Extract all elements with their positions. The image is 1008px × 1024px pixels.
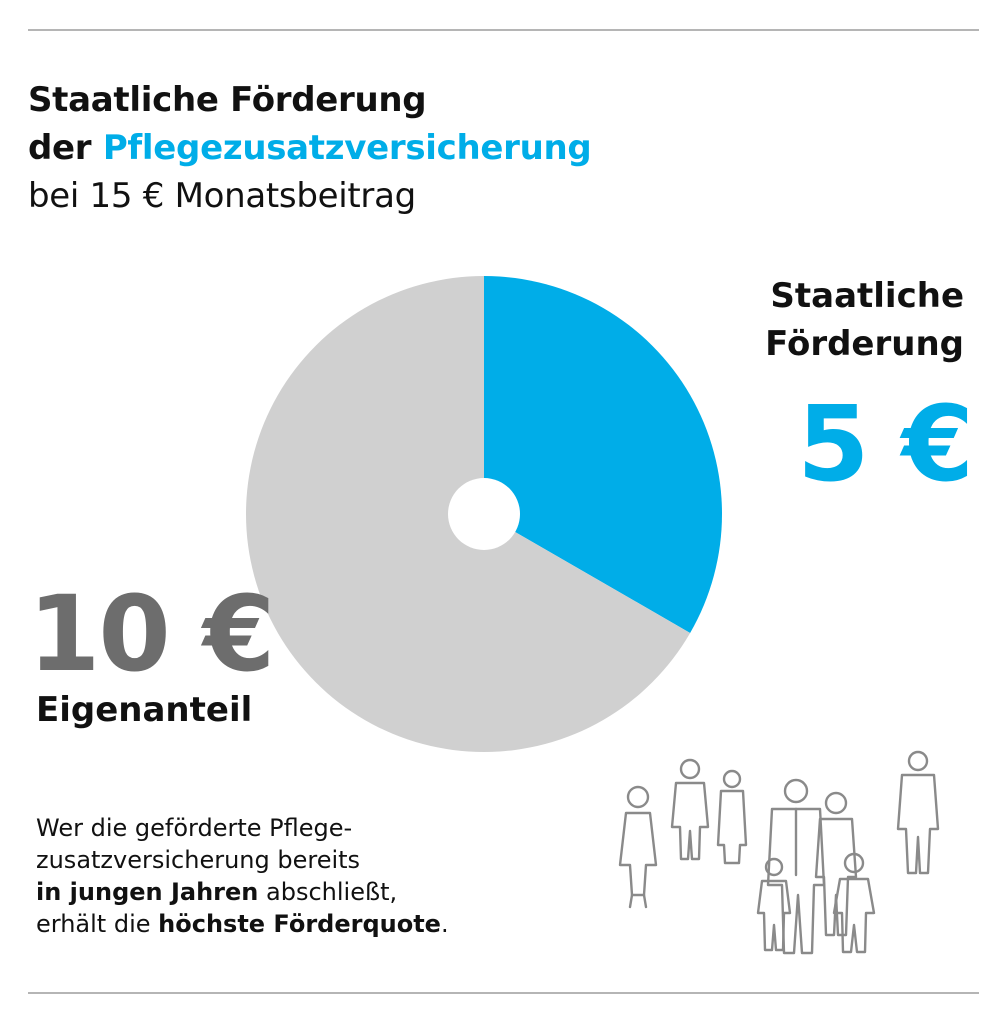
person-woman-icon [618, 785, 658, 909]
note-line-2: zusatzversicherung bereits [36, 846, 361, 874]
person-man-icon [670, 758, 710, 861]
title-line-2-prefix: der [28, 128, 92, 168]
pie-slice-foerderung [484, 276, 722, 633]
pie-center-hole [448, 478, 520, 550]
top-divider [28, 29, 979, 31]
page-title: Staatliche Förderung der Pflegezusatzver… [28, 76, 592, 220]
person-girl-icon [716, 769, 748, 865]
title-line-2: der Pflegezusatzversicherung [28, 124, 592, 172]
info-note: Wer die geförderte Pflege- zusatzversich… [36, 812, 449, 940]
person-child-icon [756, 857, 792, 952]
note-line-3: in jungen Jahren abschließt, [36, 876, 449, 908]
person-father-icon [766, 778, 826, 955]
note-line-4-end: . [440, 910, 449, 938]
family-people-icon [618, 750, 940, 955]
title-accent: Pflegezusatzversicherung [102, 128, 592, 168]
note-line-1: Wer die geförderte Pflege- [36, 814, 353, 842]
slice-value-eigenanteil: 10 € [28, 573, 275, 695]
note-line-4: erhält die höchste Förderquote. [36, 908, 449, 940]
slice-value-foerderung: 5 € [797, 383, 974, 505]
title-line-3: bei 15 € Monatsbeitrag [28, 176, 416, 216]
bottom-divider [28, 992, 979, 994]
person-mother-icon [814, 791, 858, 937]
person-grandfather-icon [896, 750, 940, 875]
pie-chart [246, 276, 722, 752]
note-emphasis-quota: höchste Förderquote [158, 910, 441, 938]
slice-label-foerderung: Staatliche Förderung [765, 272, 964, 368]
note-line-4-start: erhält die [36, 910, 159, 938]
note-emphasis-young: in jungen Jahren [36, 878, 259, 906]
person-boy-icon [832, 852, 876, 954]
slice-label-eigenanteil: Eigenanteil [36, 690, 253, 730]
slice-label-foerderung-line-1: Staatliche [770, 276, 964, 316]
note-line-3-rest: abschließt, [258, 878, 398, 906]
title-line-1: Staatliche Förderung [28, 80, 427, 120]
slice-label-foerderung-line-2: Förderung [765, 324, 964, 364]
